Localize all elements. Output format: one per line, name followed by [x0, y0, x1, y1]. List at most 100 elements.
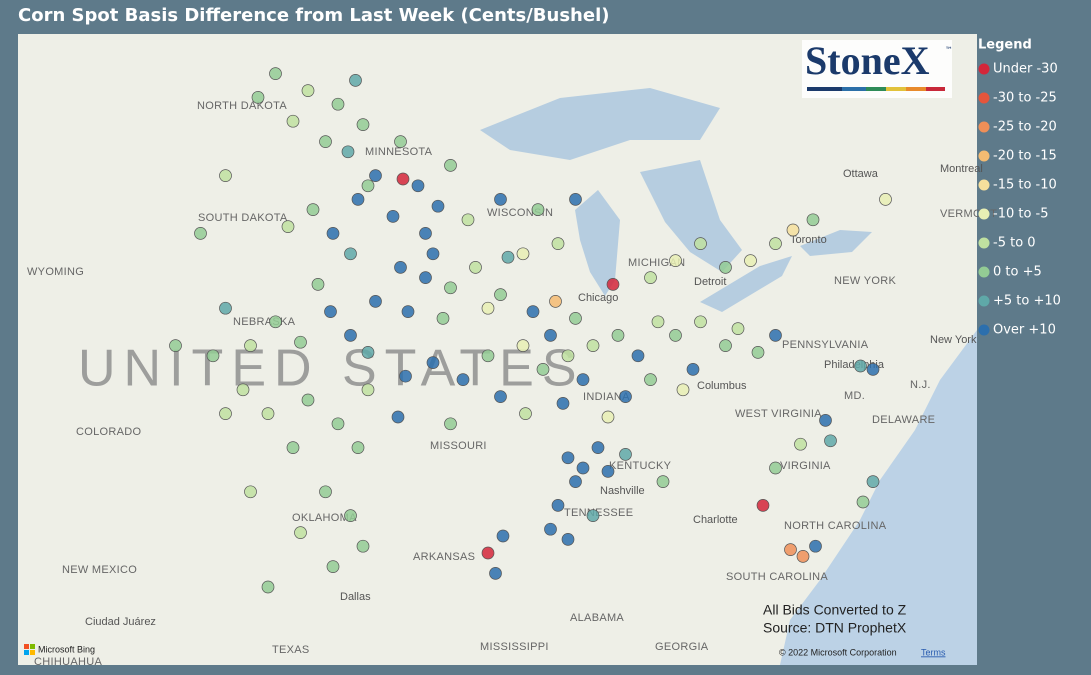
station-point[interactable] — [561, 349, 575, 363]
station-point[interactable] — [244, 339, 257, 352]
station-point[interactable] — [489, 567, 502, 580]
station-point[interactable] — [286, 441, 300, 454]
station-point[interactable] — [576, 373, 590, 386]
station-point[interactable] — [344, 509, 357, 522]
station-point[interactable] — [236, 383, 250, 397]
station-point[interactable] — [619, 448, 632, 461]
station-point[interactable] — [169, 339, 182, 352]
legend-label[interactable]: 0 to +5 — [993, 265, 1042, 280]
station-point[interactable] — [399, 369, 412, 383]
station-point[interactable] — [294, 526, 307, 539]
station-point[interactable] — [461, 213, 475, 227]
station-point[interactable] — [311, 278, 325, 291]
station-point[interactable] — [319, 485, 332, 499]
station-point[interactable] — [824, 434, 837, 448]
station-point[interactable] — [756, 499, 770, 512]
station-point[interactable] — [301, 84, 315, 97]
station-point[interactable] — [796, 550, 810, 563]
station-point[interactable] — [261, 580, 275, 594]
station-point[interactable] — [481, 349, 495, 363]
station-point[interactable] — [206, 349, 220, 363]
station-point[interactable] — [456, 373, 470, 386]
station-point[interactable] — [551, 499, 565, 512]
station-point[interactable] — [644, 271, 657, 284]
station-point[interactable] — [331, 417, 345, 431]
station-point[interactable] — [531, 203, 545, 216]
station-point[interactable] — [394, 135, 407, 148]
station-point[interactable] — [549, 295, 562, 308]
station-point[interactable] — [544, 329, 557, 342]
station-point[interactable] — [361, 346, 375, 359]
station-point[interactable] — [866, 475, 880, 488]
station-point[interactable] — [219, 169, 232, 182]
legend-label[interactable]: -20 to -15 — [993, 149, 1057, 164]
station-point[interactable] — [769, 329, 782, 342]
station-point[interactable] — [719, 261, 732, 274]
station-point[interactable] — [269, 315, 282, 329]
station-point[interactable] — [481, 301, 495, 315]
legend-label[interactable]: -5 to 0 — [993, 236, 1036, 251]
station-point[interactable] — [586, 339, 600, 352]
station-point[interactable] — [519, 407, 532, 420]
station-point[interactable] — [601, 465, 615, 478]
station-point[interactable] — [351, 441, 365, 454]
station-point[interactable] — [586, 509, 600, 522]
station-point[interactable] — [656, 475, 670, 488]
station-point[interactable] — [794, 437, 807, 451]
station-point[interactable] — [251, 91, 265, 104]
legend-label[interactable]: -10 to -5 — [993, 207, 1049, 222]
station-point[interactable] — [669, 254, 682, 267]
station-point[interactable] — [286, 114, 300, 128]
station-point[interactable] — [386, 210, 400, 223]
station-point[interactable] — [819, 414, 832, 427]
station-point[interactable] — [394, 261, 407, 274]
station-point[interactable] — [686, 363, 700, 376]
station-point[interactable] — [426, 356, 440, 369]
station-point[interactable] — [651, 315, 665, 329]
station-point[interactable] — [879, 193, 892, 206]
station-point[interactable] — [481, 546, 495, 560]
station-point[interactable] — [619, 390, 632, 403]
station-point[interactable] — [516, 247, 530, 261]
station-point[interactable] — [351, 193, 365, 206]
station-point[interactable] — [219, 407, 232, 420]
station-point[interactable] — [569, 475, 582, 488]
station-point[interactable] — [601, 410, 615, 424]
station-point[interactable] — [444, 281, 457, 295]
station-point[interactable] — [544, 522, 557, 536]
station-point[interactable] — [426, 247, 440, 261]
station-point[interactable] — [326, 560, 340, 573]
station-point[interactable] — [356, 118, 370, 131]
station-point[interactable] — [269, 67, 282, 80]
station-point[interactable] — [769, 461, 782, 475]
station-point[interactable] — [561, 533, 575, 546]
station-point[interactable] — [219, 301, 232, 315]
station-point[interactable] — [331, 97, 345, 111]
terms-link[interactable]: Terms — [921, 647, 946, 657]
station-point[interactable] — [556, 397, 570, 410]
station-point[interactable] — [576, 461, 590, 475]
legend-label[interactable]: -30 to -25 — [993, 91, 1057, 106]
legend-label[interactable]: -25 to -20 — [993, 120, 1057, 135]
station-point[interactable] — [569, 312, 582, 325]
station-point[interactable] — [866, 363, 880, 376]
station-point[interactable] — [244, 485, 257, 499]
station-point[interactable] — [494, 193, 507, 206]
station-point[interactable] — [591, 441, 605, 454]
station-point[interactable] — [854, 359, 867, 373]
station-point[interactable] — [431, 199, 445, 213]
station-point[interactable] — [769, 237, 782, 250]
station-point[interactable] — [369, 169, 382, 182]
station-point[interactable] — [526, 305, 540, 318]
station-point[interactable] — [294, 335, 307, 349]
station-point[interactable] — [551, 237, 565, 250]
station-point[interactable] — [419, 271, 432, 284]
station-point[interactable] — [501, 250, 515, 264]
station-point[interactable] — [301, 393, 315, 407]
station-point[interactable] — [419, 227, 432, 240]
station-point[interactable] — [809, 539, 822, 553]
station-point[interactable] — [694, 237, 707, 250]
station-point[interactable] — [731, 322, 745, 335]
station-point[interactable] — [324, 305, 337, 318]
station-point[interactable] — [361, 179, 375, 193]
